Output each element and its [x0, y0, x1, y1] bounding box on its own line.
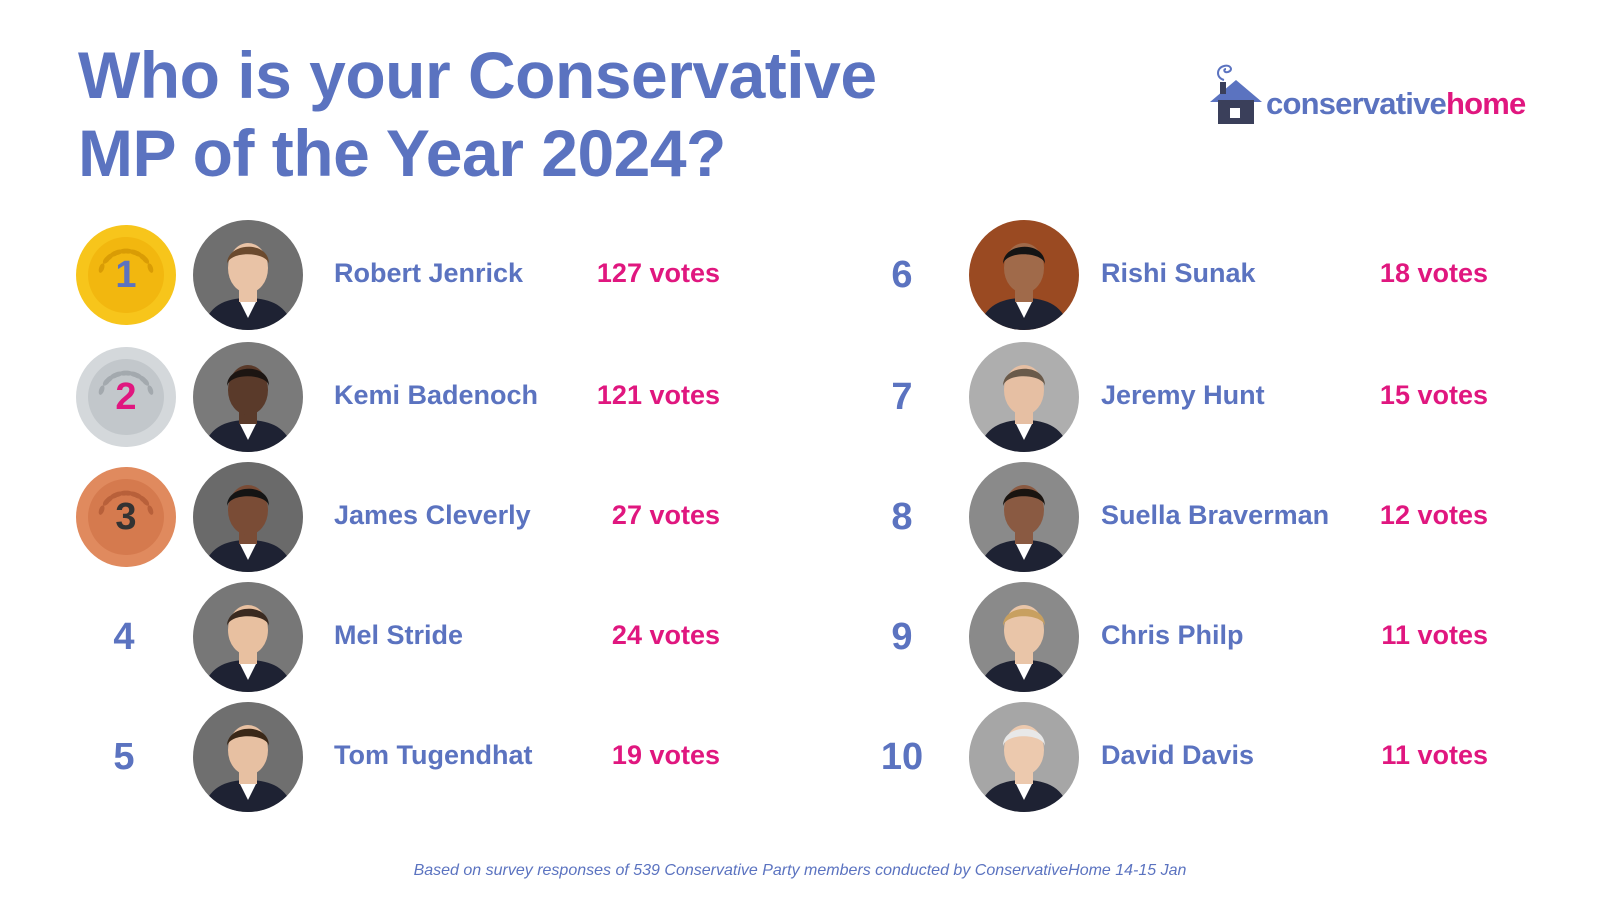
ranking-row: 5 Tom Tugendhat 19 votes: [0, 702, 1600, 814]
vote-count: 127 votes: [596, 258, 720, 288]
ranking-row: 9 Chris Philp 11 votes: [0, 582, 1600, 694]
rank-number: 9: [891, 615, 913, 658]
footnote: Based on survey responses of 539 Conserv…: [413, 862, 1187, 879]
gold-medal-icon: 1: [76, 225, 176, 325]
house-icon: [1210, 64, 1262, 124]
rank-number: 3: [115, 495, 137, 538]
logo-text-home: home: [1445, 86, 1526, 121]
laurel-wreath-icon: [98, 490, 154, 515]
ranking-row: 3 James Cleverly 27 votes: [0, 462, 1600, 574]
rank-number: 2: [115, 375, 137, 418]
rank-number: 1: [115, 253, 137, 296]
vote-count: 24 votes: [611, 620, 720, 650]
silver-medal-icon: 2: [76, 347, 176, 447]
ranking-row: 1 Robert Jenrick 127 votes: [0, 220, 1600, 332]
portrait-photo: [969, 220, 1079, 330]
portrait-photo: [969, 342, 1079, 452]
title-line-2: MP of the Year 2024?: [78, 116, 726, 190]
bronze-medal-icon: 3: [76, 467, 176, 567]
portrait-photo: [969, 702, 1079, 812]
mp-name: Robert Jenrick: [334, 258, 524, 288]
ranking-row: 2 Kemi Badenoch 121 votes: [0, 342, 1600, 454]
portrait-photo: [969, 462, 1079, 572]
laurel-wreath-icon: [98, 248, 154, 273]
mp-name: Rishi Sunak: [1101, 258, 1256, 288]
vote-count: 11 votes: [1381, 620, 1488, 650]
logo-wordmark: conservativehome: [1266, 86, 1526, 122]
rank-number: 8: [891, 495, 913, 538]
vote-count: 19 votes: [611, 740, 720, 770]
ranking-row: 8 Suella Braverman 12 votes: [0, 462, 1600, 574]
rank-number: 5: [113, 735, 135, 778]
rank-number: 6: [891, 253, 913, 296]
ranking-row: 10 David Davis 11 votes: [0, 702, 1600, 814]
logo-text-conservative: conservative: [1266, 86, 1447, 121]
page-title: Who is your Conservative MP of the Year …: [78, 36, 978, 192]
conservativehome-logo: conservativehome: [1206, 58, 1526, 128]
vote-count: 121 votes: [596, 380, 720, 410]
mp-name: Jeremy Hunt: [1101, 380, 1265, 410]
mp-name: Tom Tugendhat: [334, 740, 533, 770]
ranking-row: 6 Rishi Sunak 18 votes: [0, 220, 1600, 332]
portrait-photo: [193, 702, 303, 812]
rank-number: 10: [880, 735, 924, 778]
rank-number: 4: [113, 615, 135, 658]
vote-count: 12 votes: [1379, 500, 1488, 530]
laurel-wreath-icon: [98, 370, 154, 395]
mp-name: Suella Braverman: [1101, 500, 1330, 530]
mp-name: James Cleverly: [334, 500, 531, 530]
portrait-photo: [193, 342, 303, 452]
portrait-photo: [193, 582, 303, 692]
vote-count: 27 votes: [611, 500, 720, 530]
ranking-row: 7 Jeremy Hunt 15 votes: [0, 342, 1600, 454]
mp-name: Mel Stride: [334, 620, 464, 650]
portrait-photo: [193, 220, 303, 330]
title-line-1: Who is your Conservative: [78, 38, 877, 112]
mp-name: David Davis: [1101, 740, 1255, 770]
portrait-photo: [969, 582, 1079, 692]
vote-count: 15 votes: [1379, 380, 1488, 410]
vote-count: 11 votes: [1381, 740, 1488, 770]
portrait-photo: [193, 462, 303, 572]
mp-name: Chris Philp: [1101, 620, 1244, 650]
mp-name: Kemi Badenoch: [334, 380, 539, 410]
ranking-row: 4 Mel Stride 24 votes: [0, 582, 1600, 694]
vote-count: 18 votes: [1379, 258, 1488, 288]
rank-number: 7: [891, 375, 913, 418]
